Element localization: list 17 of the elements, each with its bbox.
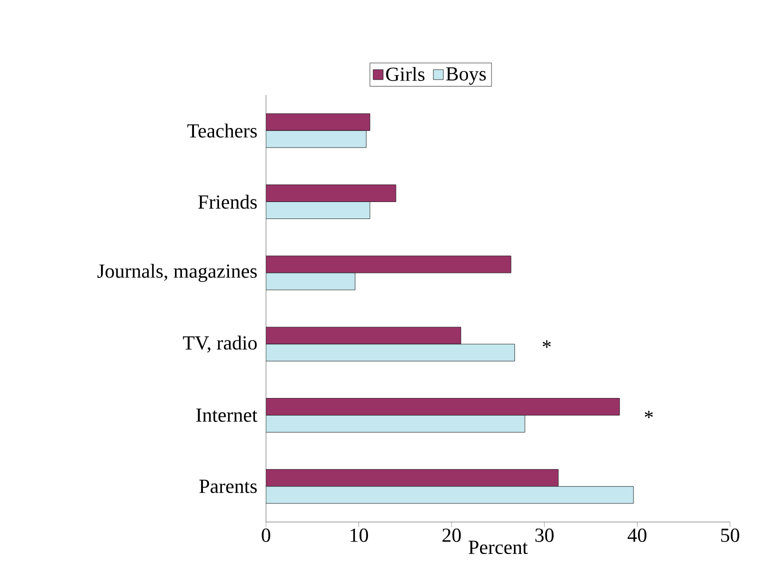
y-tick-label: Internet: [196, 408, 258, 422]
x-tick-label: 30: [535, 528, 554, 542]
y-tick-label: Teachers: [187, 124, 257, 138]
legend-label: Girls: [386, 66, 424, 81]
x-tick-label: 10: [350, 528, 368, 542]
annotation: *: [644, 410, 653, 418]
y-tick-label: Parents: [199, 480, 257, 494]
annotation: *: [542, 340, 551, 348]
y-tick-label: TV, radio: [182, 336, 257, 353]
y-tick-label: Friends: [198, 194, 257, 209]
x-axis-title: Percent: [468, 540, 528, 554]
x-tick-label: 20: [442, 528, 461, 542]
x-tick-label: 50: [721, 528, 740, 542]
y-tick-label: Journals, magazines: [97, 264, 257, 282]
x-tick-label: 0: [262, 528, 270, 542]
legend-label: Boys: [446, 67, 486, 85]
x-tick-label: 40: [628, 528, 646, 542]
